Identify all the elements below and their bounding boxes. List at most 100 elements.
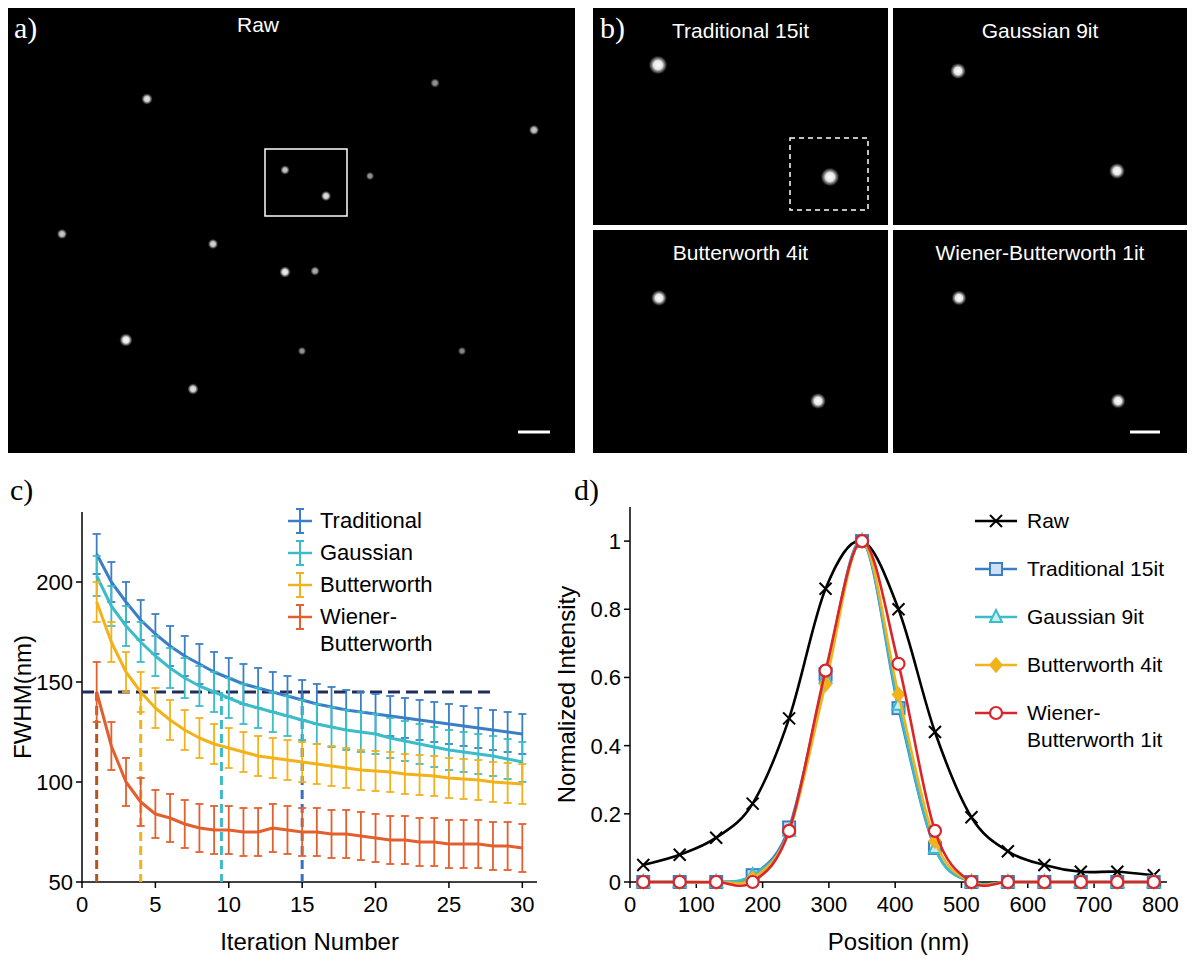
error-cap	[181, 697, 189, 699]
bead	[141, 93, 153, 105]
x-tick-label: 0	[624, 892, 636, 917]
error-cap	[416, 699, 424, 701]
data-point	[637, 876, 649, 888]
marker-stroke	[1038, 859, 1050, 871]
error-cap	[518, 823, 526, 825]
error-cap	[107, 721, 115, 723]
marker-shape	[1002, 875, 1014, 887]
error-cap	[342, 857, 350, 859]
data-point	[710, 876, 722, 888]
error-cap	[283, 853, 291, 855]
error-cap	[210, 723, 218, 725]
marker-shape	[783, 824, 795, 836]
legend-icon	[296, 604, 304, 606]
error-cap	[195, 705, 203, 707]
error-cap	[445, 819, 453, 821]
panel-letter: b)	[600, 11, 625, 45]
error-cap	[504, 711, 512, 713]
marker-shape	[1148, 876, 1160, 888]
error-cap	[210, 711, 218, 713]
data-point	[820, 665, 832, 677]
y-axis-title: Normalized Intensity	[553, 586, 580, 803]
tile-title: Wiener-Butterworth 1it	[936, 241, 1145, 264]
error-cap	[225, 767, 233, 769]
bead	[208, 239, 219, 250]
error-cap	[504, 821, 512, 823]
error-cap	[137, 599, 145, 601]
error-cap	[313, 703, 321, 705]
error-cap	[107, 661, 115, 663]
x-tick	[155, 882, 157, 888]
data-point	[1148, 875, 1160, 889]
figure: a)RawTraditional 15itGaussian 9itButterw…	[0, 0, 1193, 964]
error-cap	[181, 709, 189, 711]
marker-shape	[1002, 875, 1014, 889]
data-point	[783, 712, 795, 724]
image-tile	[893, 8, 1187, 225]
crossing-line	[220, 692, 223, 882]
legend-marker	[990, 515, 1002, 527]
error-cap	[254, 855, 262, 857]
marker-shape	[965, 876, 977, 888]
bead	[298, 347, 307, 356]
error-cap	[151, 727, 159, 729]
y-tick	[624, 677, 630, 679]
error-cap	[489, 801, 497, 803]
error-cap	[357, 691, 365, 693]
data-point	[637, 875, 649, 887]
error-cap	[342, 747, 350, 749]
error-cap	[401, 720, 409, 722]
error-cap	[283, 739, 291, 741]
marker-shape	[1111, 875, 1123, 889]
legend-icon	[299, 509, 301, 533]
error-cap	[328, 745, 336, 747]
data-point	[710, 875, 722, 887]
x-tick-label: 100	[678, 892, 715, 917]
data-point	[637, 859, 649, 871]
error-cap	[328, 686, 336, 688]
error-cap	[122, 581, 130, 583]
legend-icon	[296, 572, 304, 574]
y-tick-label: 0.4	[590, 734, 621, 759]
marker-shape	[965, 875, 977, 889]
data-point	[965, 876, 977, 888]
bead	[280, 165, 290, 175]
error-cap	[254, 735, 262, 737]
data-point	[929, 825, 941, 837]
error-cap	[137, 671, 145, 673]
error-cap	[269, 691, 277, 693]
legend-label-line: Gaussian 9it	[1027, 605, 1144, 628]
error-cap	[122, 805, 130, 807]
marker-stroke	[747, 798, 759, 810]
error-cap	[93, 555, 101, 557]
error-cap	[518, 763, 526, 765]
error-cap	[386, 791, 394, 793]
series	[93, 662, 527, 872]
error-cap	[195, 851, 203, 853]
legend-entry: Wiener-Butterworth 1it	[975, 701, 1163, 751]
error-cap	[298, 781, 306, 783]
data-point	[1075, 875, 1087, 889]
marker-stroke	[965, 811, 977, 823]
marker-shape	[710, 876, 722, 888]
error-cap	[357, 749, 365, 751]
data-point	[893, 603, 905, 615]
plot-area	[82, 534, 526, 882]
marker-stroke	[710, 832, 722, 844]
marker-stroke	[1002, 845, 1014, 857]
bead	[57, 229, 68, 240]
legend-entry: Gaussian 9it	[975, 605, 1144, 628]
marker-shape	[783, 824, 795, 838]
data-point	[637, 875, 649, 889]
x-tick-label: 700	[1076, 892, 1113, 917]
error-cap	[489, 735, 497, 737]
error-cap	[181, 799, 189, 801]
marker-stroke	[1038, 859, 1050, 871]
error-cap	[195, 803, 203, 805]
marker-shape	[1002, 876, 1014, 888]
series	[637, 535, 1159, 881]
error-cap	[254, 775, 262, 777]
error-cap	[210, 763, 218, 765]
image-title: Raw	[237, 13, 280, 36]
error-cap	[372, 713, 380, 715]
